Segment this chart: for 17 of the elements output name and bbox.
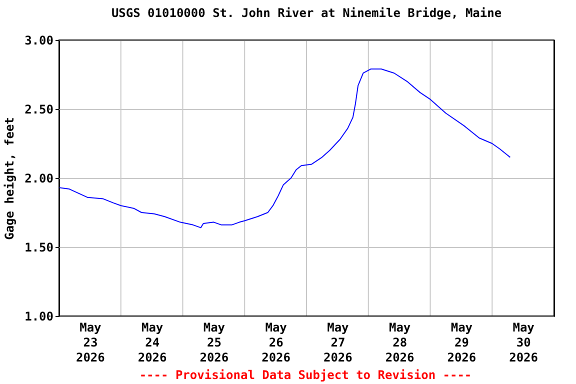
y-tick-label: 2.00 — [24, 172, 54, 186]
text: ---- Provisional Data Subject to Revision ---- — [139, 368, 472, 382]
y-tick-label: 2.50 — [24, 102, 54, 116]
y-tick-label: 1.00 — [24, 310, 54, 324]
x-tick-label: May 27 2026 — [323, 320, 352, 364]
x-tick-label: May 28 2026 — [385, 320, 414, 364]
x-tick-label: May 25 2026 — [200, 320, 229, 364]
x-tick-label: May 26 2026 — [262, 320, 291, 364]
x-tick-label: May 24 2026 — [138, 320, 167, 364]
y-tick-label: 3.00 — [24, 34, 54, 48]
x-tick-label: May 29 2026 — [447, 320, 476, 364]
chart-title: USGS 01010000 St. John River at Ninemile Bridge, Maine — [111, 6, 502, 20]
line-series — [58, 68, 511, 228]
x-tick-label: May 30 2026 — [509, 320, 538, 364]
y-tick-label: 1.50 — [24, 240, 54, 254]
x-tick-label: May 23 2026 — [76, 320, 105, 364]
y-axis-title: Gage height, feet — [2, 117, 17, 240]
